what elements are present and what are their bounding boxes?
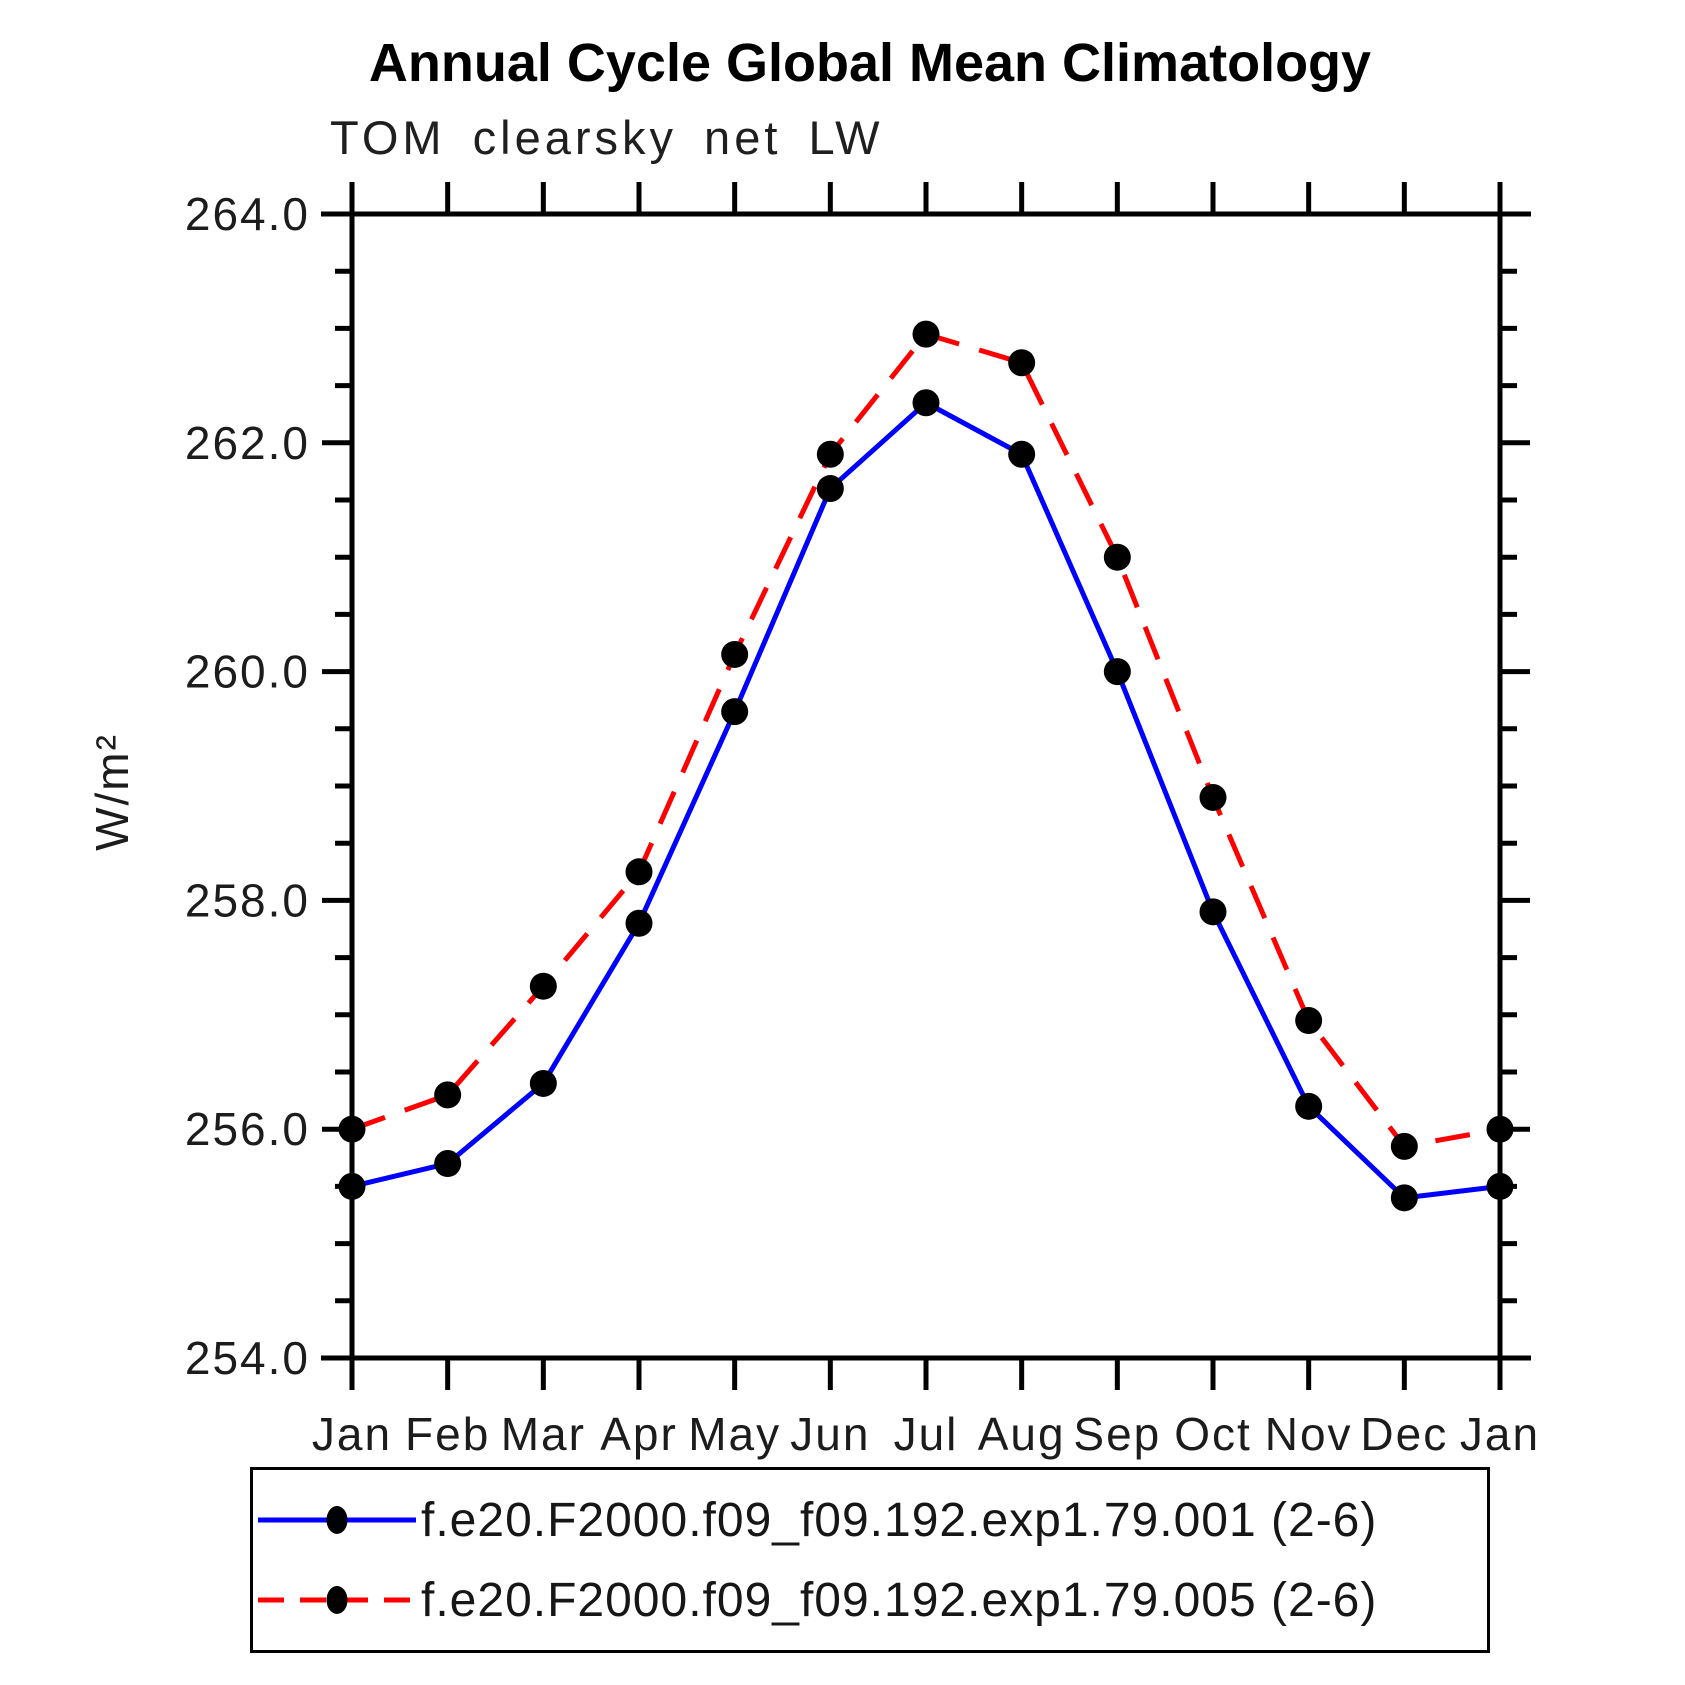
data-point-series-1	[912, 320, 940, 348]
y-tick-label: 260.0	[185, 646, 310, 698]
data-point-series-0	[816, 475, 844, 503]
x-tick-label: May	[688, 1408, 781, 1460]
data-point-series-1	[1295, 1007, 1323, 1035]
data-point-series-1	[625, 858, 653, 886]
x-tick-label: Jan	[312, 1408, 392, 1460]
data-point-series-0	[1199, 898, 1227, 926]
data-point-series-0	[1103, 658, 1131, 686]
legend-label: f.e20.F2000.f09_f09.192.exp1.79.005 (2-6…	[421, 1573, 1378, 1627]
data-point-series-0	[1008, 440, 1036, 468]
data-point-series-1	[1008, 349, 1036, 377]
y-tick-label: 256.0	[185, 1103, 310, 1155]
data-point-series-1	[816, 440, 844, 468]
data-point-series-0	[625, 909, 653, 937]
legend-row: f.e20.F2000.f09_f09.192.exp1.79.005 (2-6…	[253, 1560, 1487, 1640]
data-point-series-0	[529, 1069, 557, 1097]
legend: f.e20.F2000.f09_f09.192.exp1.79.001 (2-6…	[250, 1467, 1490, 1653]
y-tick-label: 264.0	[185, 188, 310, 240]
y-axis-title: W/m²	[86, 733, 138, 851]
y-tick-label: 262.0	[185, 417, 310, 469]
data-point-series-1	[1199, 783, 1227, 811]
x-tick-label: Nov	[1265, 1408, 1353, 1460]
series-line-1	[351, 331, 1501, 1149]
y-tick-label: 258.0	[185, 874, 310, 926]
series-line-0	[351, 400, 1501, 1201]
x-tick-label: Jan	[1460, 1408, 1540, 1460]
chart-subtitle: TOM clearsky net LW	[330, 111, 884, 164]
data-point-series-1	[434, 1081, 462, 1109]
x-tick-label: Mar	[501, 1408, 586, 1460]
y-tick-label: 254.0	[185, 1332, 310, 1384]
x-tick-label: Aug	[978, 1408, 1066, 1460]
x-tick-label: Jul	[894, 1408, 959, 1460]
data-point-series-1	[529, 972, 557, 1000]
data-point-series-0	[434, 1150, 462, 1178]
data-point-series-1	[1486, 1115, 1514, 1143]
data-point-series-0	[721, 698, 749, 726]
data-point-series-0	[1390, 1184, 1418, 1212]
data-point-series-0	[1295, 1092, 1323, 1120]
chart-title: Annual Cycle Global Mean Climatology	[368, 33, 1372, 93]
x-tick-label: Jun	[790, 1408, 870, 1460]
data-point-series-1	[721, 640, 749, 668]
legend-red-dashed-line-icon	[258, 1586, 416, 1614]
legend-blue-solid-line-icon	[258, 1506, 416, 1534]
data-point-series-1	[338, 1115, 366, 1143]
x-tick-label: Oct	[1174, 1408, 1252, 1460]
data-point-series-0	[912, 389, 940, 417]
data-point-series-1	[1103, 543, 1131, 571]
x-tick-label: Feb	[405, 1408, 490, 1460]
data-point-series-1	[1390, 1132, 1418, 1160]
data-point-series-0	[1486, 1172, 1514, 1200]
x-tick-label: Sep	[1073, 1408, 1161, 1460]
x-tick-label: Dec	[1360, 1408, 1448, 1460]
x-tick-label: Apr	[600, 1408, 678, 1460]
legend-label: f.e20.F2000.f09_f09.192.exp1.79.001 (2-6…	[421, 1493, 1378, 1547]
legend-row: f.e20.F2000.f09_f09.192.exp1.79.001 (2-6…	[253, 1480, 1487, 1560]
data-point-series-0	[338, 1172, 366, 1200]
